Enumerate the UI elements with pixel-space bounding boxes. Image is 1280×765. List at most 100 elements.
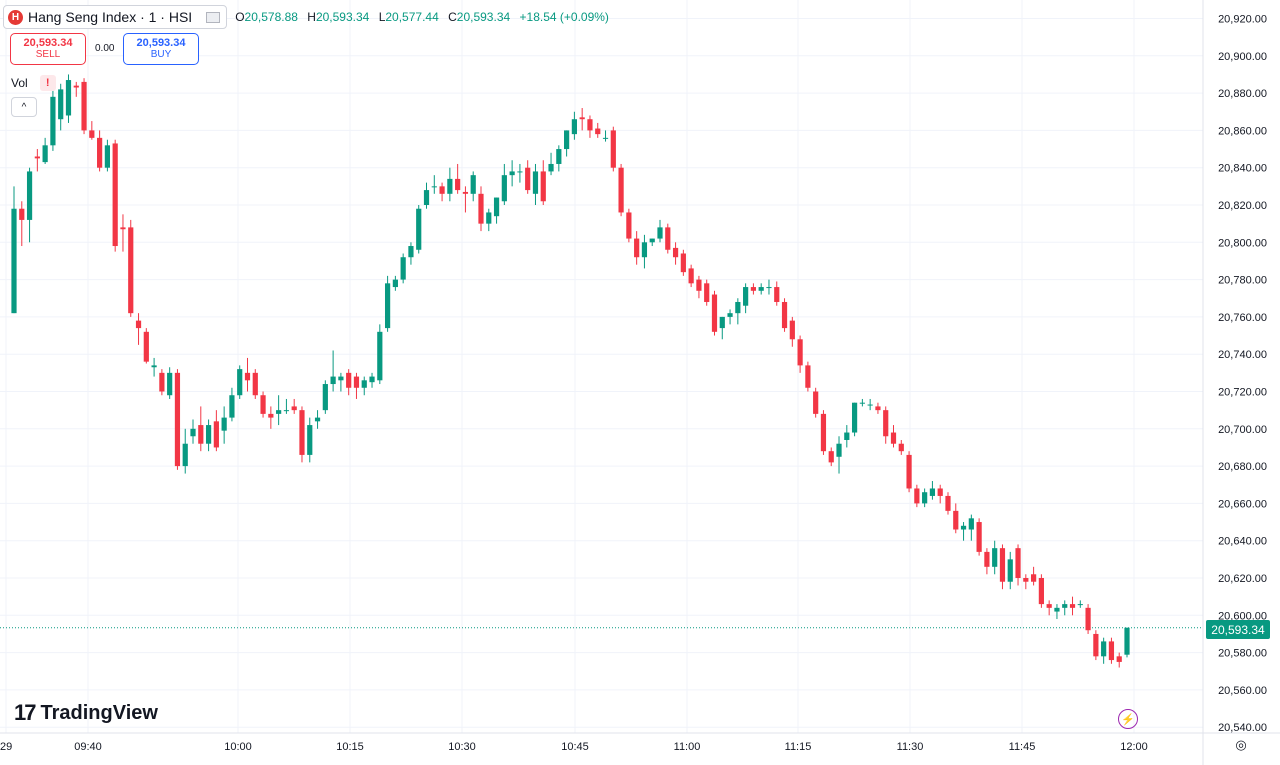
candle (704, 279, 710, 306)
candle-body (968, 518, 974, 530)
candle-body (820, 413, 827, 452)
candle-body (81, 81, 87, 131)
ohlc-change: +18.54 (+0.09%) (519, 10, 609, 24)
candle (976, 518, 982, 556)
candle-body (851, 402, 858, 433)
y-tick-label: 20,700.00 (1218, 424, 1267, 436)
candle-body (564, 130, 570, 150)
candle-body (1069, 604, 1076, 608)
y-tick-label: 20,740.00 (1218, 349, 1267, 361)
candle (276, 395, 282, 426)
candle (781, 298, 788, 332)
candle (1069, 596, 1076, 616)
candle-body (859, 402, 865, 404)
x-tick-label: 10:00 (224, 741, 252, 753)
candle (392, 275, 398, 291)
candle-body (711, 294, 718, 332)
candle (867, 398, 873, 411)
tradingview-logo[interactable]: 17 TradingView (14, 700, 158, 726)
candle-body (883, 410, 889, 437)
candle (992, 540, 998, 575)
candle-body (945, 495, 951, 511)
candle (478, 186, 484, 232)
volume-indicator-legend[interactable]: Vol ! (11, 75, 56, 91)
candle (1062, 600, 1068, 616)
candle (922, 488, 928, 508)
candle-body (828, 451, 834, 463)
ohlc-close: 20,593.34 (456, 10, 511, 24)
candle-body (1054, 607, 1060, 612)
warning-icon[interactable]: ! (39, 75, 56, 91)
candle-body (696, 279, 702, 291)
lightning-icon[interactable]: ⚡ (1118, 709, 1138, 729)
candle (128, 219, 134, 317)
tradingview-wordmark: TradingView (40, 701, 158, 724)
candle (501, 163, 507, 205)
candle (268, 406, 274, 429)
candle (1108, 637, 1115, 664)
candle-body (556, 149, 562, 164)
candle-body (813, 391, 819, 414)
candle-body (19, 208, 25, 220)
spread-value: 0.00 (95, 43, 115, 54)
candle (859, 398, 865, 407)
candle (649, 238, 655, 247)
chevron-up-icon[interactable]: ^ (11, 97, 37, 117)
candle (618, 163, 624, 217)
y-tick-label: 20,540.00 (1218, 722, 1267, 734)
candle-body (252, 372, 258, 396)
candle (571, 111, 577, 140)
candle (1038, 574, 1044, 608)
candle-body (680, 253, 686, 273)
candle-body (338, 376, 344, 381)
candle (696, 275, 702, 299)
settings-icon[interactable]: ◎ (1235, 737, 1247, 752)
symbol-selector[interactable]: H Hang Seng Index · 1 · HSI (3, 5, 228, 29)
candle-body (626, 212, 632, 239)
x-tick-label: 11:45 (1009, 741, 1036, 753)
candle (532, 163, 539, 205)
minimize-icon[interactable] (206, 11, 221, 23)
candle (213, 410, 219, 452)
y-tick-label: 20,920.00 (1218, 14, 1267, 26)
candle (439, 182, 445, 202)
buy-button[interactable]: 20,593.34 BUY (123, 33, 199, 65)
ohlc-values: O20,578.88 H20,593.34 L20,577.44 C20,593… (235, 10, 615, 24)
candle (774, 281, 780, 306)
candle-body (517, 171, 523, 173)
candle-body (167, 372, 173, 396)
candle-body (478, 193, 484, 224)
candle (182, 428, 188, 474)
candle-body (11, 208, 17, 314)
candle-body (719, 316, 725, 329)
candle-body (976, 522, 982, 552)
candle-body (618, 167, 624, 213)
candle (299, 406, 305, 463)
candle-body (890, 432, 897, 444)
candle-body (797, 339, 803, 366)
x-tick-label: 11:00 (674, 741, 701, 753)
symbol-title: Hang Seng Index · 1 · HSI (28, 9, 193, 25)
candle-body (1093, 633, 1099, 657)
candle-body (89, 130, 95, 138)
candle (1101, 637, 1107, 664)
candle (890, 425, 897, 448)
candle-body (369, 376, 375, 383)
candle (283, 398, 290, 414)
candle (167, 367, 173, 399)
ohlc-open: 20,578.88 (244, 10, 298, 24)
candle (914, 484, 920, 508)
x-tick-label: 10:15 (336, 741, 364, 753)
candle (377, 324, 383, 385)
candle-body (501, 175, 507, 202)
candle-body (307, 425, 313, 455)
sell-button[interactable]: 20,593.34 SELL (10, 33, 86, 65)
candle (322, 380, 328, 414)
tradingview-logo-icon: 17 (14, 700, 37, 725)
candle-body (960, 525, 967, 530)
y-tick-label: 20,840.00 (1218, 163, 1267, 175)
candle (548, 152, 554, 176)
candle-body (50, 96, 56, 146)
candle-body (587, 119, 593, 131)
